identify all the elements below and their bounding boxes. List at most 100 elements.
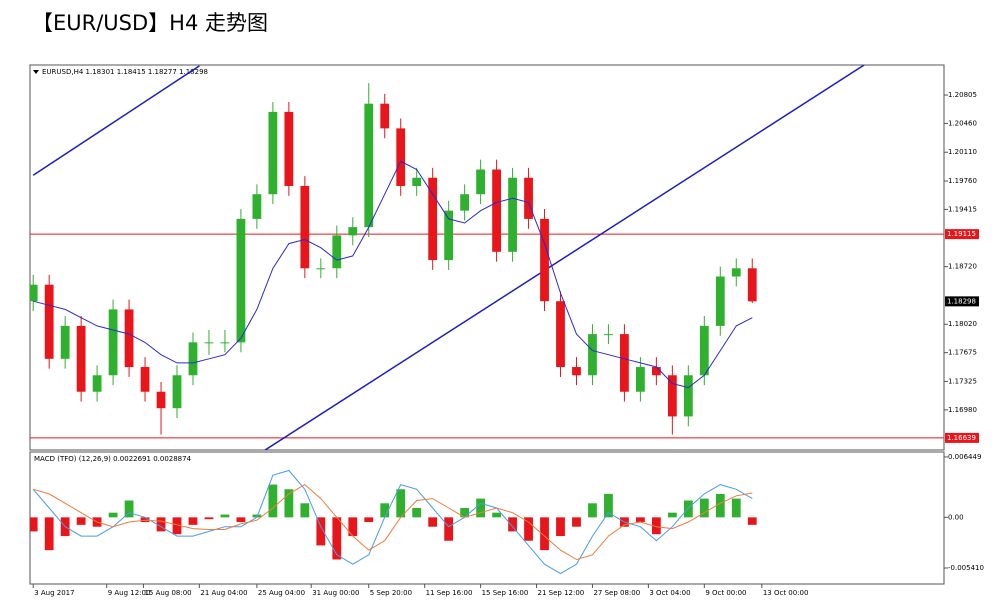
macd-bar	[140, 517, 150, 523]
candle-body	[124, 309, 134, 368]
y-tick-label: 1.19415	[948, 205, 977, 213]
macd-panel	[29, 451, 945, 585]
candle-body	[156, 391, 166, 409]
macd-bar	[508, 517, 517, 532]
macd-bar	[412, 507, 422, 518]
x-tick-label: 3 Aug 2017	[34, 589, 74, 597]
price-panel	[29, 64, 945, 451]
candle-body	[188, 342, 198, 376]
macd-bar	[188, 517, 198, 525]
y-tick-label: -0.005410	[948, 564, 984, 572]
macd-bar	[476, 498, 486, 518]
candle-body	[683, 375, 693, 417]
x-tick-label: 15 Aug 08:00	[144, 589, 191, 597]
price-plot	[30, 65, 944, 450]
macd-bar	[172, 517, 182, 535]
price-header: EURUSD,H4 1.18301 1.18415 1.18277 1.1829…	[42, 68, 208, 76]
macd-bar	[731, 498, 741, 518]
candle-body	[604, 334, 613, 336]
candle-body	[715, 276, 725, 326]
x-tick-label: 21 Sep 12:00	[538, 589, 585, 597]
x-tick-label: 15 Sep 16:00	[482, 589, 529, 597]
y-tick-label: 1.17675	[948, 349, 977, 357]
macd-bar	[348, 517, 358, 537]
candle-body	[412, 177, 422, 186]
x-tick-label: 13 Oct 00:00	[763, 589, 809, 597]
macd-bar	[540, 517, 549, 551]
level-tag	[945, 432, 979, 443]
macd-bar	[572, 517, 581, 527]
x-tick-label: 25 Aug 04:00	[258, 589, 305, 597]
candle-body	[284, 111, 294, 186]
candle-body	[204, 342, 214, 344]
macd-bar	[124, 500, 134, 518]
macd-bar	[636, 517, 645, 523]
candle-body	[636, 367, 645, 392]
moving-average	[33, 160, 753, 389]
macd-bar	[651, 517, 661, 535]
macd-bar	[492, 512, 501, 518]
level-tag	[945, 229, 979, 240]
candle-body	[460, 194, 470, 211]
macd-bar	[604, 493, 613, 518]
candle-body	[364, 103, 374, 228]
candle-body	[731, 268, 741, 277]
trend-line	[264, 65, 865, 450]
macd-bar	[380, 503, 390, 518]
macd-bar	[108, 512, 118, 518]
y-tick-label: 0.00	[948, 513, 964, 521]
macd-bar	[156, 517, 166, 532]
macd-bar	[556, 517, 565, 537]
x-tick-label: 31 Aug 00:00	[312, 589, 359, 597]
macd-bar	[667, 512, 677, 518]
macd-bar	[236, 517, 246, 523]
candle-body	[428, 177, 438, 261]
macd-plot	[30, 469, 757, 575]
macd-bar	[316, 517, 326, 546]
candle-body	[396, 128, 406, 186]
candle-body	[348, 227, 358, 236]
candle-body	[476, 169, 486, 195]
y-tick-label: 1.17325	[948, 377, 977, 385]
candle-body	[300, 185, 310, 269]
candle-body	[172, 375, 182, 409]
x-tick-label: 5 Sep 20:00	[370, 589, 412, 597]
macd-bar	[460, 507, 470, 518]
x-tick-label: 3 Oct 04:00	[649, 589, 690, 597]
macd-bar	[444, 517, 454, 541]
macd-bar	[364, 517, 374, 523]
chart-title: 【EUR/USD】H4 走势图	[32, 11, 268, 35]
macd-bar	[220, 514, 230, 518]
trend-line	[32, 65, 200, 176]
candle-body	[332, 235, 342, 269]
candle-body	[572, 367, 581, 376]
macd-bar	[428, 517, 438, 527]
last-tag	[945, 296, 979, 307]
macd-label: MACD (TFO) (12,26,9) 0.0022691 0.0028874	[34, 455, 192, 463]
candle-body	[252, 194, 262, 219]
candle-body	[444, 210, 454, 261]
candle-body	[30, 284, 38, 302]
macd-bar	[747, 517, 757, 525]
y-tick-label: 1.19760	[948, 177, 977, 185]
y-tick-label: 1.16980	[948, 406, 977, 414]
macd-bar	[699, 498, 709, 518]
candle-body	[699, 325, 709, 376]
macd-bar	[396, 489, 406, 518]
macd-bar	[300, 503, 310, 518]
last-price: 1.18298	[947, 297, 976, 305]
macd-bar	[332, 517, 342, 560]
candle-body	[236, 218, 246, 343]
y-tick-label: 1.18020	[948, 320, 977, 328]
candle-body	[556, 301, 565, 368]
candle-body	[508, 177, 517, 252]
candle-body	[492, 169, 501, 252]
macd-bar	[683, 500, 693, 518]
y-tick-label: 1.20460	[948, 119, 977, 127]
macd-bar	[715, 493, 725, 518]
macd-bar	[76, 517, 86, 525]
macd-bar	[588, 503, 597, 518]
y-tick-label: 1.18720	[948, 263, 977, 271]
